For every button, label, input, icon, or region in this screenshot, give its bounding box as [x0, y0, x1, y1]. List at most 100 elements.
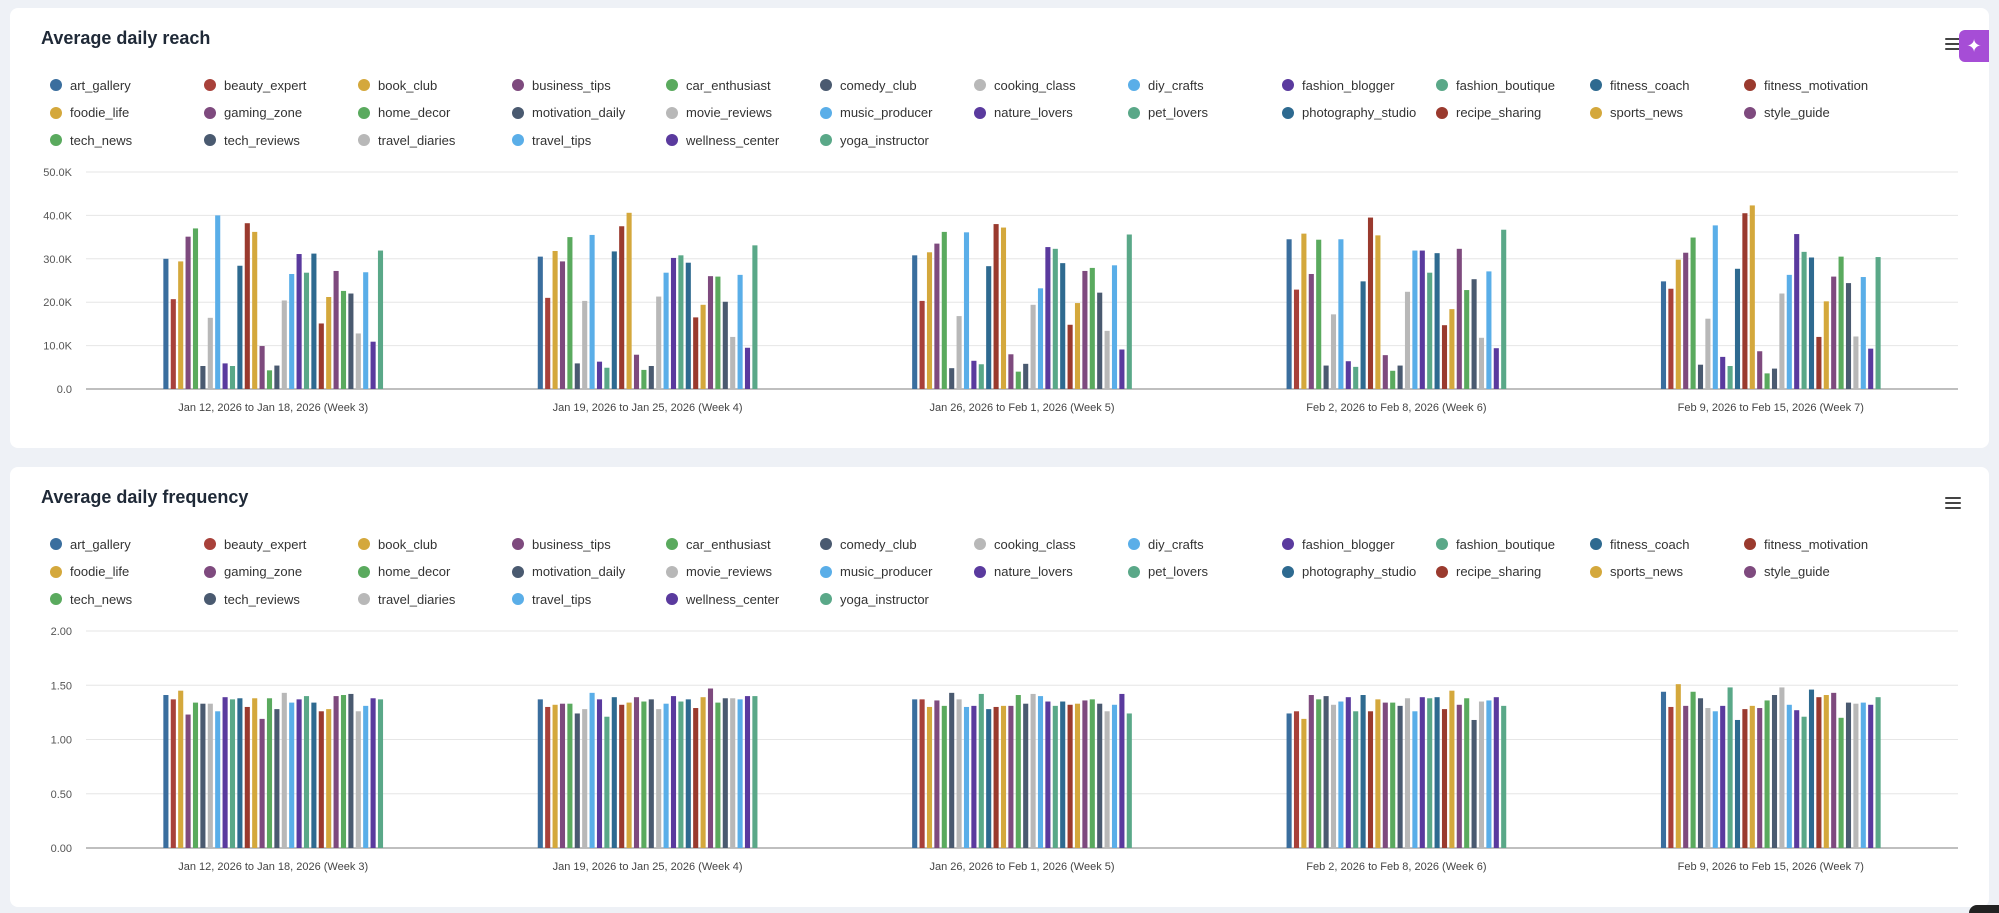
bar-diy_crafts[interactable]	[215, 711, 221, 848]
bar-art_gallery[interactable]	[1660, 281, 1667, 389]
legend-item-movie_reviews[interactable]: movie_reviews	[666, 103, 772, 123]
bar-style_guide[interactable]	[333, 696, 339, 848]
bar-business_tips[interactable]	[559, 261, 566, 389]
legend-item-fashion_boutique[interactable]: fashion_boutique	[1436, 534, 1555, 554]
bar-book_club[interactable]	[1675, 684, 1681, 848]
bar-fitness_motivation[interactable]	[619, 704, 625, 848]
bar-recipe_sharing[interactable]	[1441, 709, 1448, 848]
bar-beauty_expert[interactable]	[1293, 289, 1300, 389]
bar-sports_news[interactable]	[1074, 303, 1081, 389]
bar-sports_news[interactable]	[326, 709, 332, 848]
bar-home_decor[interactable]	[266, 370, 273, 389]
bar-foodie_life[interactable]	[626, 212, 632, 389]
legend-item-nature_lovers[interactable]: nature_lovers	[974, 562, 1073, 582]
bar-fitness_motivation[interactable]	[993, 224, 999, 389]
bar-fitness_coach[interactable]	[611, 251, 617, 389]
bar-fashion_boutique[interactable]	[229, 365, 236, 389]
bar-travel_diaries[interactable]	[355, 711, 361, 848]
bar-travel_diaries[interactable]	[1478, 337, 1485, 389]
bar-foodie_life[interactable]	[252, 698, 258, 848]
bar-fashion_boutique[interactable]	[229, 699, 236, 848]
bar-fashion_blogger[interactable]	[971, 360, 977, 389]
bar-photography_studio[interactable]	[1808, 257, 1815, 389]
bar-beauty_expert[interactable]	[1668, 288, 1674, 389]
bar-sports_news[interactable]	[1449, 690, 1455, 848]
legend-item-gaming_zone[interactable]: gaming_zone	[204, 103, 302, 123]
bar-car_enthusiast[interactable]	[192, 702, 199, 848]
bar-car_enthusiast[interactable]	[567, 703, 573, 848]
bar-movie_reviews[interactable]	[1404, 698, 1411, 848]
bar-fashion_boutique[interactable]	[978, 364, 984, 389]
bar-business_tips[interactable]	[1683, 705, 1689, 848]
bar-nature_lovers[interactable]	[296, 254, 302, 389]
legend-item-sports_news[interactable]: sports_news	[1590, 562, 1683, 582]
bar-style_guide[interactable]	[1082, 270, 1088, 389]
legend-item-book_club[interactable]: book_club	[358, 534, 437, 554]
bar-cooking_class[interactable]	[582, 709, 588, 848]
floating-chat-icon[interactable]	[1969, 905, 1999, 913]
bar-fitness_coach[interactable]	[1360, 695, 1366, 848]
bar-home_decor[interactable]	[1764, 373, 1770, 389]
ai-assistant-icon[interactable]: ✦	[1959, 30, 1989, 62]
bar-yoga_instructor[interactable]	[1501, 229, 1507, 389]
bar-foodie_life[interactable]	[1000, 705, 1007, 848]
legend-item-diy_crafts[interactable]: diy_crafts	[1128, 534, 1204, 554]
bar-motivation_daily[interactable]	[1397, 705, 1403, 848]
bar-pet_lovers[interactable]	[303, 272, 310, 389]
bar-recipe_sharing[interactable]	[318, 323, 324, 389]
bar-style_guide[interactable]	[1456, 248, 1462, 389]
bar-wellness_center[interactable]	[1493, 697, 1499, 848]
bar-art_gallery[interactable]	[163, 258, 169, 389]
bar-gaming_zone[interactable]	[1757, 351, 1763, 389]
bar-book_club[interactable]	[178, 261, 184, 389]
bar-art_gallery[interactable]	[537, 699, 543, 848]
bar-recipe_sharing[interactable]	[1067, 704, 1073, 848]
bar-comedy_club[interactable]	[200, 703, 206, 848]
bar-wellness_center[interactable]	[744, 696, 751, 848]
bar-movie_reviews[interactable]	[1030, 693, 1036, 848]
bar-style_guide[interactable]	[1456, 704, 1462, 848]
bar-travel_tips[interactable]	[1486, 271, 1492, 389]
bar-fashion_blogger[interactable]	[1345, 697, 1351, 848]
legend-item-cooking_class[interactable]: cooking_class	[974, 534, 1076, 554]
bar-travel_tips[interactable]	[1486, 700, 1492, 848]
bar-diy_crafts[interactable]	[215, 215, 221, 389]
bar-wellness_center[interactable]	[1119, 693, 1125, 848]
bar-wellness_center[interactable]	[1868, 704, 1874, 848]
bar-business_tips[interactable]	[934, 700, 940, 848]
bar-music_producer[interactable]	[289, 702, 295, 848]
legend-item-music_producer[interactable]: music_producer	[820, 562, 933, 582]
bar-photography_studio[interactable]	[311, 253, 317, 389]
legend-item-comedy_club[interactable]: comedy_club	[820, 534, 917, 554]
bar-travel_diaries[interactable]	[1104, 330, 1110, 389]
bar-cooking_class[interactable]	[582, 300, 588, 389]
bar-fitness_coach[interactable]	[1734, 719, 1741, 848]
bar-sports_news[interactable]	[700, 697, 706, 848]
bar-fitness_motivation[interactable]	[1742, 709, 1748, 848]
legend-item-cooking_class[interactable]: cooking_class	[974, 75, 1076, 95]
legend-item-yoga_instructor[interactable]: yoga_instructor	[820, 589, 929, 609]
legend-item-business_tips[interactable]: business_tips	[512, 75, 611, 95]
bar-style_guide[interactable]	[333, 270, 339, 389]
bar-fashion_blogger[interactable]	[596, 699, 603, 848]
bar-fashion_blogger[interactable]	[222, 697, 228, 848]
bar-nature_lovers[interactable]	[670, 696, 677, 848]
bar-nature_lovers[interactable]	[1794, 710, 1800, 848]
bar-comedy_club[interactable]	[574, 363, 580, 389]
bar-comedy_club[interactable]	[1697, 364, 1704, 389]
bar-wellness_center[interactable]	[370, 341, 376, 389]
bar-recipe_sharing[interactable]	[693, 708, 699, 848]
bar-tech_reviews[interactable]	[1097, 703, 1103, 848]
bar-motivation_daily[interactable]	[1397, 365, 1403, 389]
bar-art_gallery[interactable]	[163, 695, 169, 848]
legend-item-tech_news[interactable]: tech_news	[50, 589, 132, 609]
bar-travel_tips[interactable]	[1111, 265, 1118, 389]
hamburger-menu-icon[interactable]	[1945, 497, 1961, 511]
bar-art_gallery[interactable]	[1660, 691, 1667, 848]
bar-style_guide[interactable]	[1831, 692, 1837, 848]
bar-pet_lovers[interactable]	[1427, 698, 1433, 848]
bar-travel_diaries[interactable]	[730, 698, 736, 848]
legend-item-recipe_sharing[interactable]: recipe_sharing	[1436, 562, 1541, 582]
bar-book_club[interactable]	[1301, 233, 1307, 389]
bar-comedy_club[interactable]	[1697, 698, 1704, 848]
